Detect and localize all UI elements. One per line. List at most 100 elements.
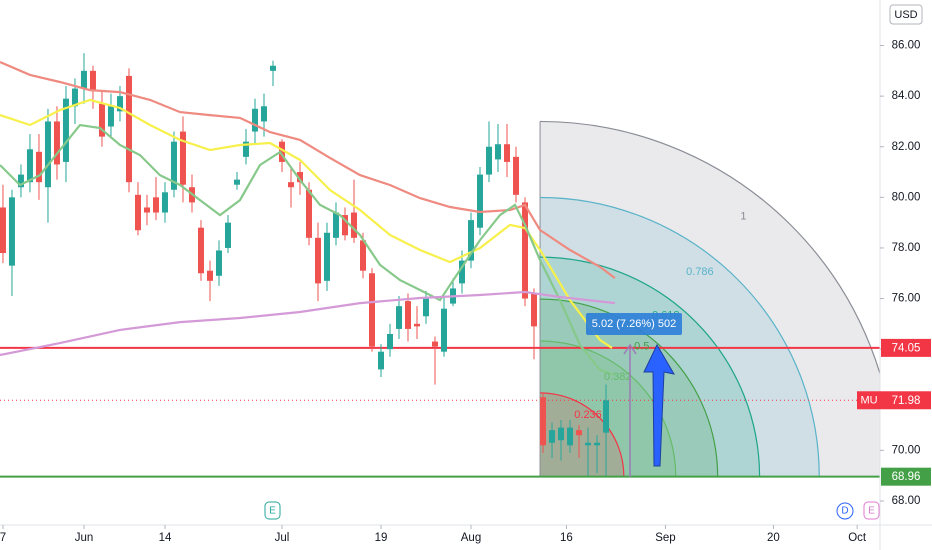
candle-body xyxy=(233,179,240,185)
candle-body xyxy=(522,202,529,299)
y-tick-label: 86.00 xyxy=(892,40,921,52)
candle-body xyxy=(260,106,267,122)
y-tick-label: 84.00 xyxy=(892,90,921,102)
fib-arc xyxy=(540,340,677,477)
overlay: 5.02 (7.26%) 502 xyxy=(586,313,682,477)
candle-body xyxy=(80,70,87,89)
y-tick-label: 70.00 xyxy=(892,444,921,456)
price-label-box xyxy=(881,467,931,486)
fib-fill xyxy=(540,299,718,477)
x-tick-label: 20 xyxy=(767,532,780,544)
candle-body xyxy=(323,232,330,281)
candle-body xyxy=(585,442,592,446)
candle-body xyxy=(62,98,69,162)
event-icon[interactable] xyxy=(264,501,281,520)
y-tick-label: 78.00 xyxy=(892,242,921,254)
candle-body xyxy=(179,131,186,185)
candle-body xyxy=(477,174,484,228)
y-tick-label: 68.00 xyxy=(892,495,921,507)
candle-body xyxy=(486,146,493,175)
candle-body xyxy=(116,96,123,112)
candle-body xyxy=(405,301,412,329)
candle-body xyxy=(603,400,610,433)
fib-arc xyxy=(540,298,719,477)
fib-level-label: 0.5 xyxy=(634,340,649,352)
candle-body xyxy=(278,141,285,162)
candle-body xyxy=(287,182,294,188)
candle-body xyxy=(53,121,60,165)
currency-box[interactable] xyxy=(889,4,923,25)
candle-body xyxy=(197,227,204,274)
candle-body xyxy=(206,270,213,281)
moving-average xyxy=(0,290,616,357)
candle-body xyxy=(35,151,42,183)
candle-body xyxy=(143,207,150,213)
candle-body xyxy=(540,397,547,446)
candle-body xyxy=(98,103,105,137)
fib-arc xyxy=(540,196,820,477)
price-label-box xyxy=(881,338,931,357)
x-tick-label: 19 xyxy=(375,532,388,544)
candle-body xyxy=(242,141,249,157)
x-tick-label: Sep xyxy=(655,532,675,544)
fib-level-label: 0.382 xyxy=(604,371,632,383)
candle-body xyxy=(17,174,24,188)
candle-body xyxy=(504,144,511,162)
candle-body xyxy=(44,121,51,188)
event-icon[interactable] xyxy=(863,501,880,520)
event-icon-label: D xyxy=(841,506,848,517)
candle-body xyxy=(314,237,321,284)
x-tick-label: 14 xyxy=(159,532,172,544)
x-tick-label: Aug xyxy=(461,532,481,544)
fib-level-label: 0.236 xyxy=(574,409,602,421)
moving-average xyxy=(0,60,616,279)
measure-arrow xyxy=(623,343,637,355)
candle-body xyxy=(71,88,78,107)
candle-body xyxy=(576,430,583,436)
y-tick-label: 82.00 xyxy=(892,141,921,153)
candle-body xyxy=(89,70,96,92)
fib-arc xyxy=(540,392,625,477)
candle-body xyxy=(161,192,168,213)
candle-body xyxy=(170,141,177,190)
candle-body xyxy=(387,333,394,350)
candle-body xyxy=(107,106,114,127)
candle-body xyxy=(531,293,538,327)
candle-body xyxy=(396,306,403,329)
price-label: 68.96 xyxy=(892,471,921,483)
x-tick-label: Jun xyxy=(75,532,94,544)
candle-body xyxy=(8,197,15,266)
x-tick-label: 7 xyxy=(0,532,6,544)
currency: USD xyxy=(894,9,917,21)
fib-arc xyxy=(540,256,761,477)
x-tick-label: Oct xyxy=(848,532,867,544)
candle-body xyxy=(332,212,339,238)
candle-body xyxy=(269,65,276,71)
candle-body xyxy=(432,341,439,347)
candle-body xyxy=(359,240,366,271)
candle-body xyxy=(215,250,222,276)
candle-body xyxy=(296,172,303,183)
event-icon-label: E xyxy=(868,506,875,517)
candle-body xyxy=(441,308,448,352)
price-label: 71.98 xyxy=(892,395,921,407)
fib-level-label: 0.786 xyxy=(686,266,714,278)
candle-body xyxy=(134,194,141,231)
candle-body xyxy=(558,427,565,441)
symbol-label: MU xyxy=(860,395,877,407)
candle-body xyxy=(549,430,556,443)
fib-fill xyxy=(540,197,820,477)
candle-body xyxy=(341,215,348,236)
measure-box xyxy=(586,313,682,335)
candle-body xyxy=(378,351,385,370)
x-tick-label: 16 xyxy=(560,532,573,544)
candle-body xyxy=(423,298,430,317)
fib-level-label: 1 xyxy=(740,210,746,222)
candle-body xyxy=(0,207,6,254)
price-label: 74.05 xyxy=(892,342,921,354)
candle-body xyxy=(594,442,601,446)
event-icon[interactable] xyxy=(836,502,854,520)
